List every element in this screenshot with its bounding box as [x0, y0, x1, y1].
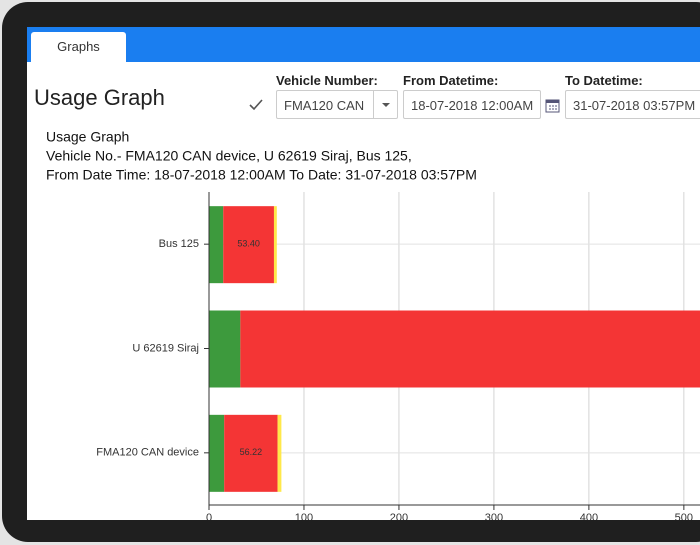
screen: Graphs Usage Graph Vehicle Number: FMA12… — [27, 27, 700, 520]
x-tick-label: 0 — [206, 512, 212, 520]
checkbox-icon[interactable] — [249, 98, 263, 112]
x-tick-label: 300 — [485, 512, 503, 520]
tab[interactable]: Graphs — [31, 32, 126, 62]
calendar-icon[interactable] — [545, 98, 560, 113]
bar-segment — [240, 310, 700, 388]
y-tick-label: FMA120 CAN device — [96, 447, 199, 459]
bar-segment — [209, 310, 241, 388]
dropdown-arrow[interactable] — [373, 91, 398, 118]
data-label: 56.22 — [240, 447, 263, 457]
chart-subtitle: From Date Time: 18-07-2018 12:00AM To Da… — [46, 167, 477, 183]
data-label: 53.40 — [237, 239, 260, 249]
y-tick-label: Bus 125 — [159, 238, 199, 250]
y-tick-label: U 62619 Siraj — [132, 342, 199, 354]
chart-title: Usage Graph — [46, 129, 129, 145]
select-value: FMA120 CAN — [284, 98, 365, 113]
tab-bar: Graphs — [27, 27, 700, 62]
chart-subtitle: Vehicle No.- FMA120 CAN device, U 62619 … — [46, 148, 412, 164]
chart: Usage Graph Vehicle No.- FMA120 CAN devi… — [46, 129, 700, 520]
bar-segment — [209, 206, 224, 284]
bar-segment — [277, 414, 282, 492]
label: Vehicle Number: — [276, 73, 378, 88]
label: To Datetime: — [565, 73, 643, 88]
to-input[interactable]: 31-07-2018 03:57PM — [565, 90, 700, 119]
bar-segment — [273, 206, 277, 284]
bar-segment — [224, 414, 278, 492]
x-tick-label: 500 — [675, 512, 693, 520]
x-tick-label: 100 — [295, 512, 313, 520]
bar-segment — [209, 414, 225, 492]
from-input[interactable]: 18-07-2018 12:00AM — [403, 90, 541, 119]
bar-segment — [223, 206, 274, 284]
label: From Datetime: — [403, 73, 499, 88]
vehicle-select[interactable]: FMA120 CAN — [276, 90, 398, 119]
x-tick-label: 400 — [580, 512, 598, 520]
page-title: Usage Graph — [34, 85, 165, 110]
x-tick-label: 200 — [390, 512, 408, 520]
